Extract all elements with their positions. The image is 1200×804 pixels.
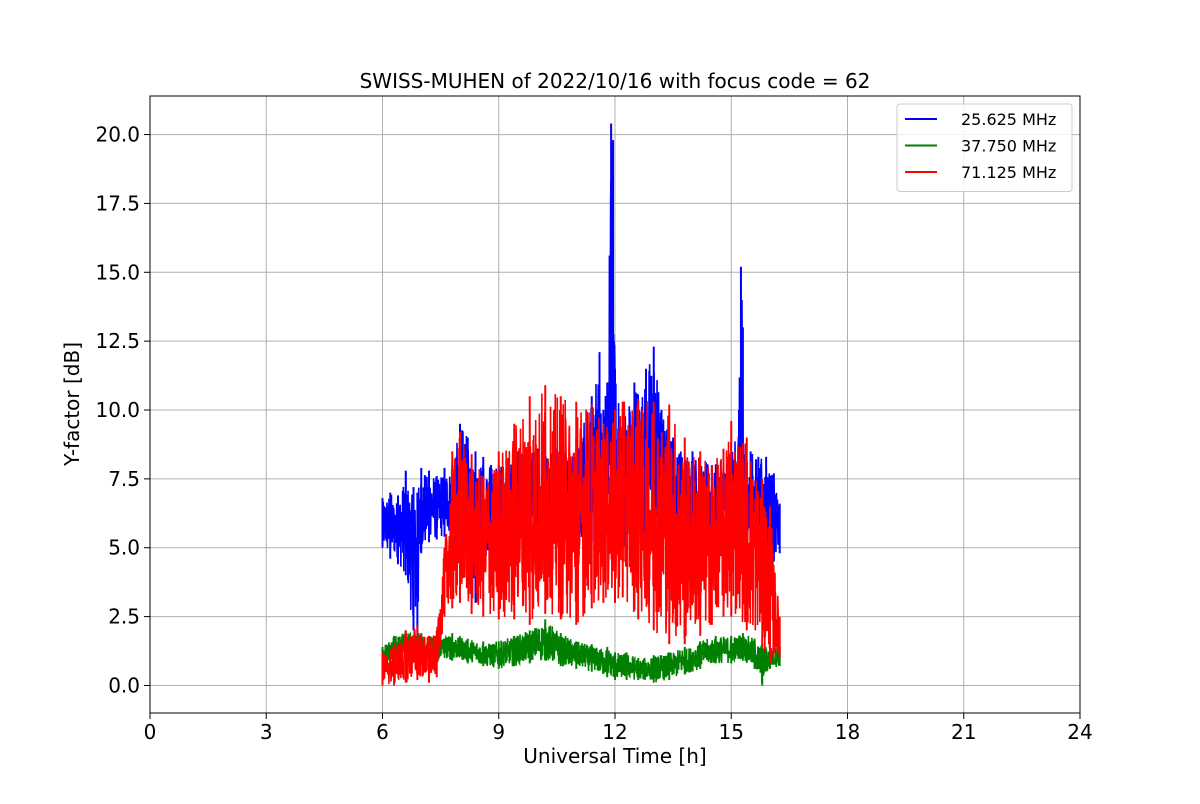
legend-entry: 37.750 MHz [961, 137, 1056, 156]
legend-box [896, 103, 1073, 192]
legend-entry: 71.125 MHz [961, 163, 1056, 182]
legend-entry: 25.625 MHz [961, 110, 1056, 129]
series-line-2 [381, 393, 781, 685]
y-tick-label: 7.5 [108, 467, 140, 491]
x-tick-label: 9 [492, 720, 505, 744]
y-tick-label: 12.5 [95, 329, 140, 353]
y-tick-label: 20.0 [95, 123, 140, 147]
y-tick-label: 15.0 [95, 260, 140, 284]
y-tick-label: 2.5 [108, 605, 140, 629]
series-layer [381, 123, 781, 686]
tick-layer: 0 3 6 9 12 15 18 21 24 0.0 2.5 5.0 7.5 10.0 12.5 15.0 17… [95, 123, 1092, 744]
x-tick-label: 0 [144, 720, 157, 744]
y-tick-label: 5.0 [108, 536, 140, 560]
x-tick-label: 18 [835, 720, 860, 744]
series-line-1 [381, 622, 781, 684]
legend: 25.625 MHz 37.750 MHz 71.125 MHz [896, 103, 1073, 192]
x-tick-label: 12 [602, 720, 627, 744]
chart-title: SWISS-MUHEN of 2022/10/16 with focus cod… [360, 69, 871, 93]
x-tick-label: 24 [1067, 720, 1092, 744]
y-tick-label: 17.5 [95, 191, 140, 215]
x-tick-label: 3 [260, 720, 273, 744]
x-tick-label: 21 [951, 720, 976, 744]
y-tick-label: 10.0 [95, 398, 140, 422]
y-axis-label: Y-factor [dB] [60, 342, 84, 467]
x-tick-label: 15 [719, 720, 744, 744]
y-tick-label: 0.0 [108, 673, 140, 697]
x-axis-label: Universal Time [h] [523, 744, 706, 768]
x-tick-label: 6 [376, 720, 389, 744]
